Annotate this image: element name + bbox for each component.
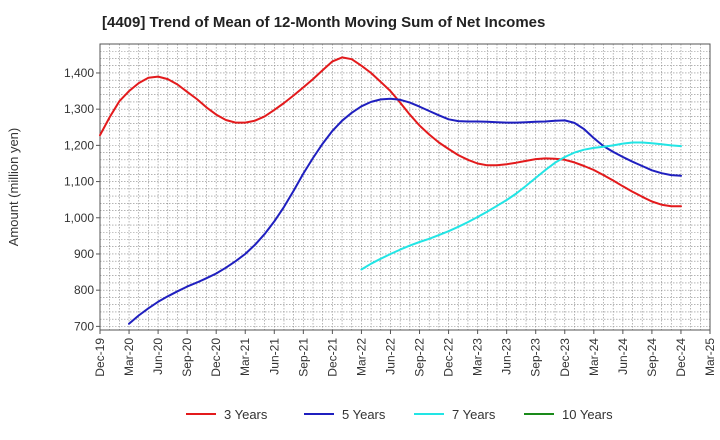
legend-label-5-years: 5 Years — [342, 407, 386, 422]
grid — [100, 44, 710, 330]
x-tick-label: Dec-20 — [209, 338, 223, 377]
x-tick-label: Mar-22 — [354, 338, 368, 376]
plot-frame — [99, 43, 711, 331]
x-tick-label: Jun-24 — [616, 338, 630, 375]
legend-label-10-years: 10 Years — [562, 407, 613, 422]
x-tick-label: Dec-24 — [674, 338, 688, 377]
x-tick-label: Sep-24 — [645, 338, 659, 377]
chart-title: [4409] Trend of Mean of 12-Month Moving … — [102, 14, 546, 31]
x-tick-label: Sep-20 — [180, 338, 194, 377]
y-tick-label: 1,100 — [64, 175, 94, 189]
y-tick-label: 700 — [74, 319, 94, 333]
y-tick-label: 900 — [74, 247, 94, 261]
x-tick-label: Dec-23 — [558, 338, 572, 377]
y-tick-label: 800 — [74, 283, 94, 297]
series-line-5-years — [128, 97, 682, 325]
x-tick-label: Dec-21 — [325, 338, 339, 377]
x-tick-label: Mar-25 — [703, 338, 717, 376]
legend-label-3-years: 3 Years — [224, 407, 268, 422]
y-tick-label: 1,400 — [64, 66, 94, 80]
x-tick-label: Jun-23 — [500, 338, 514, 375]
x-tick-label: Jun-22 — [383, 338, 397, 375]
x-tick-label: Dec-19 — [93, 338, 107, 377]
x-tick-label: Sep-22 — [413, 338, 427, 377]
x-tick-label: Mar-21 — [238, 338, 252, 376]
x-tick-label: Mar-20 — [122, 338, 136, 376]
y-tick-label: 1,000 — [64, 211, 94, 225]
y-tick-label: 1,200 — [64, 138, 94, 152]
x-tick-label: Dec-22 — [442, 338, 456, 377]
x-tick-label: Mar-23 — [471, 338, 485, 376]
x-tick-label: Sep-21 — [296, 338, 310, 377]
x-tick-label: Sep-23 — [529, 338, 543, 377]
y-axis-title: Amount (million yen) — [6, 128, 21, 247]
y-tick-label: 1,300 — [64, 102, 94, 116]
series-line-7-years — [360, 141, 682, 271]
x-tick-label: Jun-20 — [151, 338, 165, 375]
series-line-3-years — [99, 56, 682, 208]
x-tick-label: Mar-24 — [587, 338, 601, 376]
x-tick-label: Jun-21 — [267, 338, 281, 375]
legend-label-7-years: 7 Years — [452, 407, 496, 422]
